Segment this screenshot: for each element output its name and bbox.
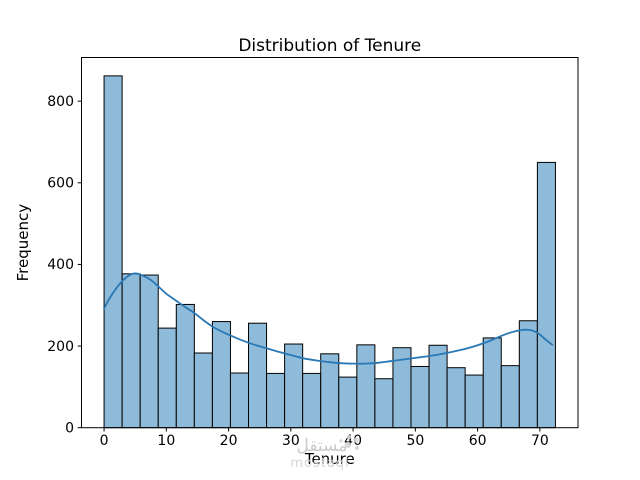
x-tick-label: 0: [100, 433, 109, 449]
histogram-bar: [103, 75, 123, 429]
x-tick-label: 70: [531, 433, 549, 449]
histogram-bar: [338, 376, 358, 429]
x-tick-label: 30: [282, 433, 300, 449]
y-tick-label: 200: [47, 339, 74, 355]
watermark-latin-text: mostaql: [290, 456, 349, 471]
histogram-bar: [536, 161, 556, 429]
histogram-bar: [248, 322, 268, 429]
kde-curve: [103, 272, 554, 365]
histogram-bar: [446, 367, 466, 429]
histogram-bar: [482, 337, 502, 429]
axes-spines: [81, 57, 579, 429]
histogram-bar: [193, 352, 213, 429]
x-axis-label: Tenure: [304, 450, 355, 468]
watermark-arabic-text: مستقل: [297, 436, 348, 456]
chart-title: Distribution of Tenure: [238, 36, 421, 56]
y-tick-label: 600: [47, 176, 74, 192]
histogram-bar: [374, 378, 394, 429]
histogram-bar: [229, 372, 249, 429]
x-tick-label: 10: [157, 433, 175, 449]
histogram-bar: [211, 321, 231, 429]
histogram-bar: [302, 372, 322, 429]
histogram-bar: [175, 303, 195, 429]
y-axis-label: Frequency: [14, 204, 32, 282]
histogram-bar: [428, 344, 448, 429]
y-tick-label: 0: [65, 421, 74, 437]
histogram-bar: [410, 365, 430, 429]
x-tick-label: 50: [406, 433, 424, 449]
watermark-dots-logo: [339, 434, 360, 451]
x-tick-label: 60: [469, 433, 487, 449]
histogram-bar: [121, 273, 141, 429]
histogram-bar: [157, 327, 177, 429]
x-tick-label: 20: [220, 433, 238, 449]
histogram-bar: [266, 372, 286, 429]
histogram-bar: [518, 320, 538, 429]
histogram-bar: [464, 374, 484, 429]
histogram-bar: [356, 344, 376, 429]
histogram-bars: [103, 75, 556, 429]
histogram-bar: [139, 274, 159, 429]
kde-curve-group: [103, 272, 554, 365]
y-tick-label: 800: [47, 94, 74, 110]
y-tick-label: 400: [47, 257, 74, 273]
watermark: مستقل mostaql: [290, 434, 360, 471]
histogram-bar: [500, 365, 520, 429]
histogram-bar: [320, 353, 340, 429]
